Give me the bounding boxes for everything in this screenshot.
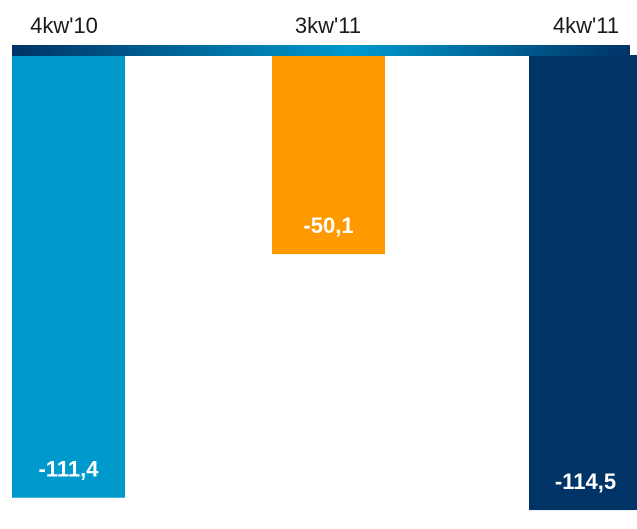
value-label-2: -50,1 bbox=[303, 213, 353, 238]
value-label-3: -114,5 bbox=[555, 469, 616, 494]
category-label-3: 4kw'11 bbox=[553, 13, 619, 38]
category-axis-band bbox=[12, 45, 630, 56]
labels-group: 4kw'10 -111,4 3kw'11 -50,1 4kw'11 -114,5 bbox=[30, 13, 619, 494]
bar-3 bbox=[529, 55, 637, 511]
category-label-1: 4kw'10 bbox=[30, 13, 98, 38]
value-label-1: -111,4 bbox=[39, 457, 100, 482]
category-label-2: 3kw'11 bbox=[295, 13, 361, 38]
bars-group bbox=[12, 55, 637, 511]
bar-2 bbox=[272, 55, 385, 255]
bar-1 bbox=[12, 55, 125, 498]
